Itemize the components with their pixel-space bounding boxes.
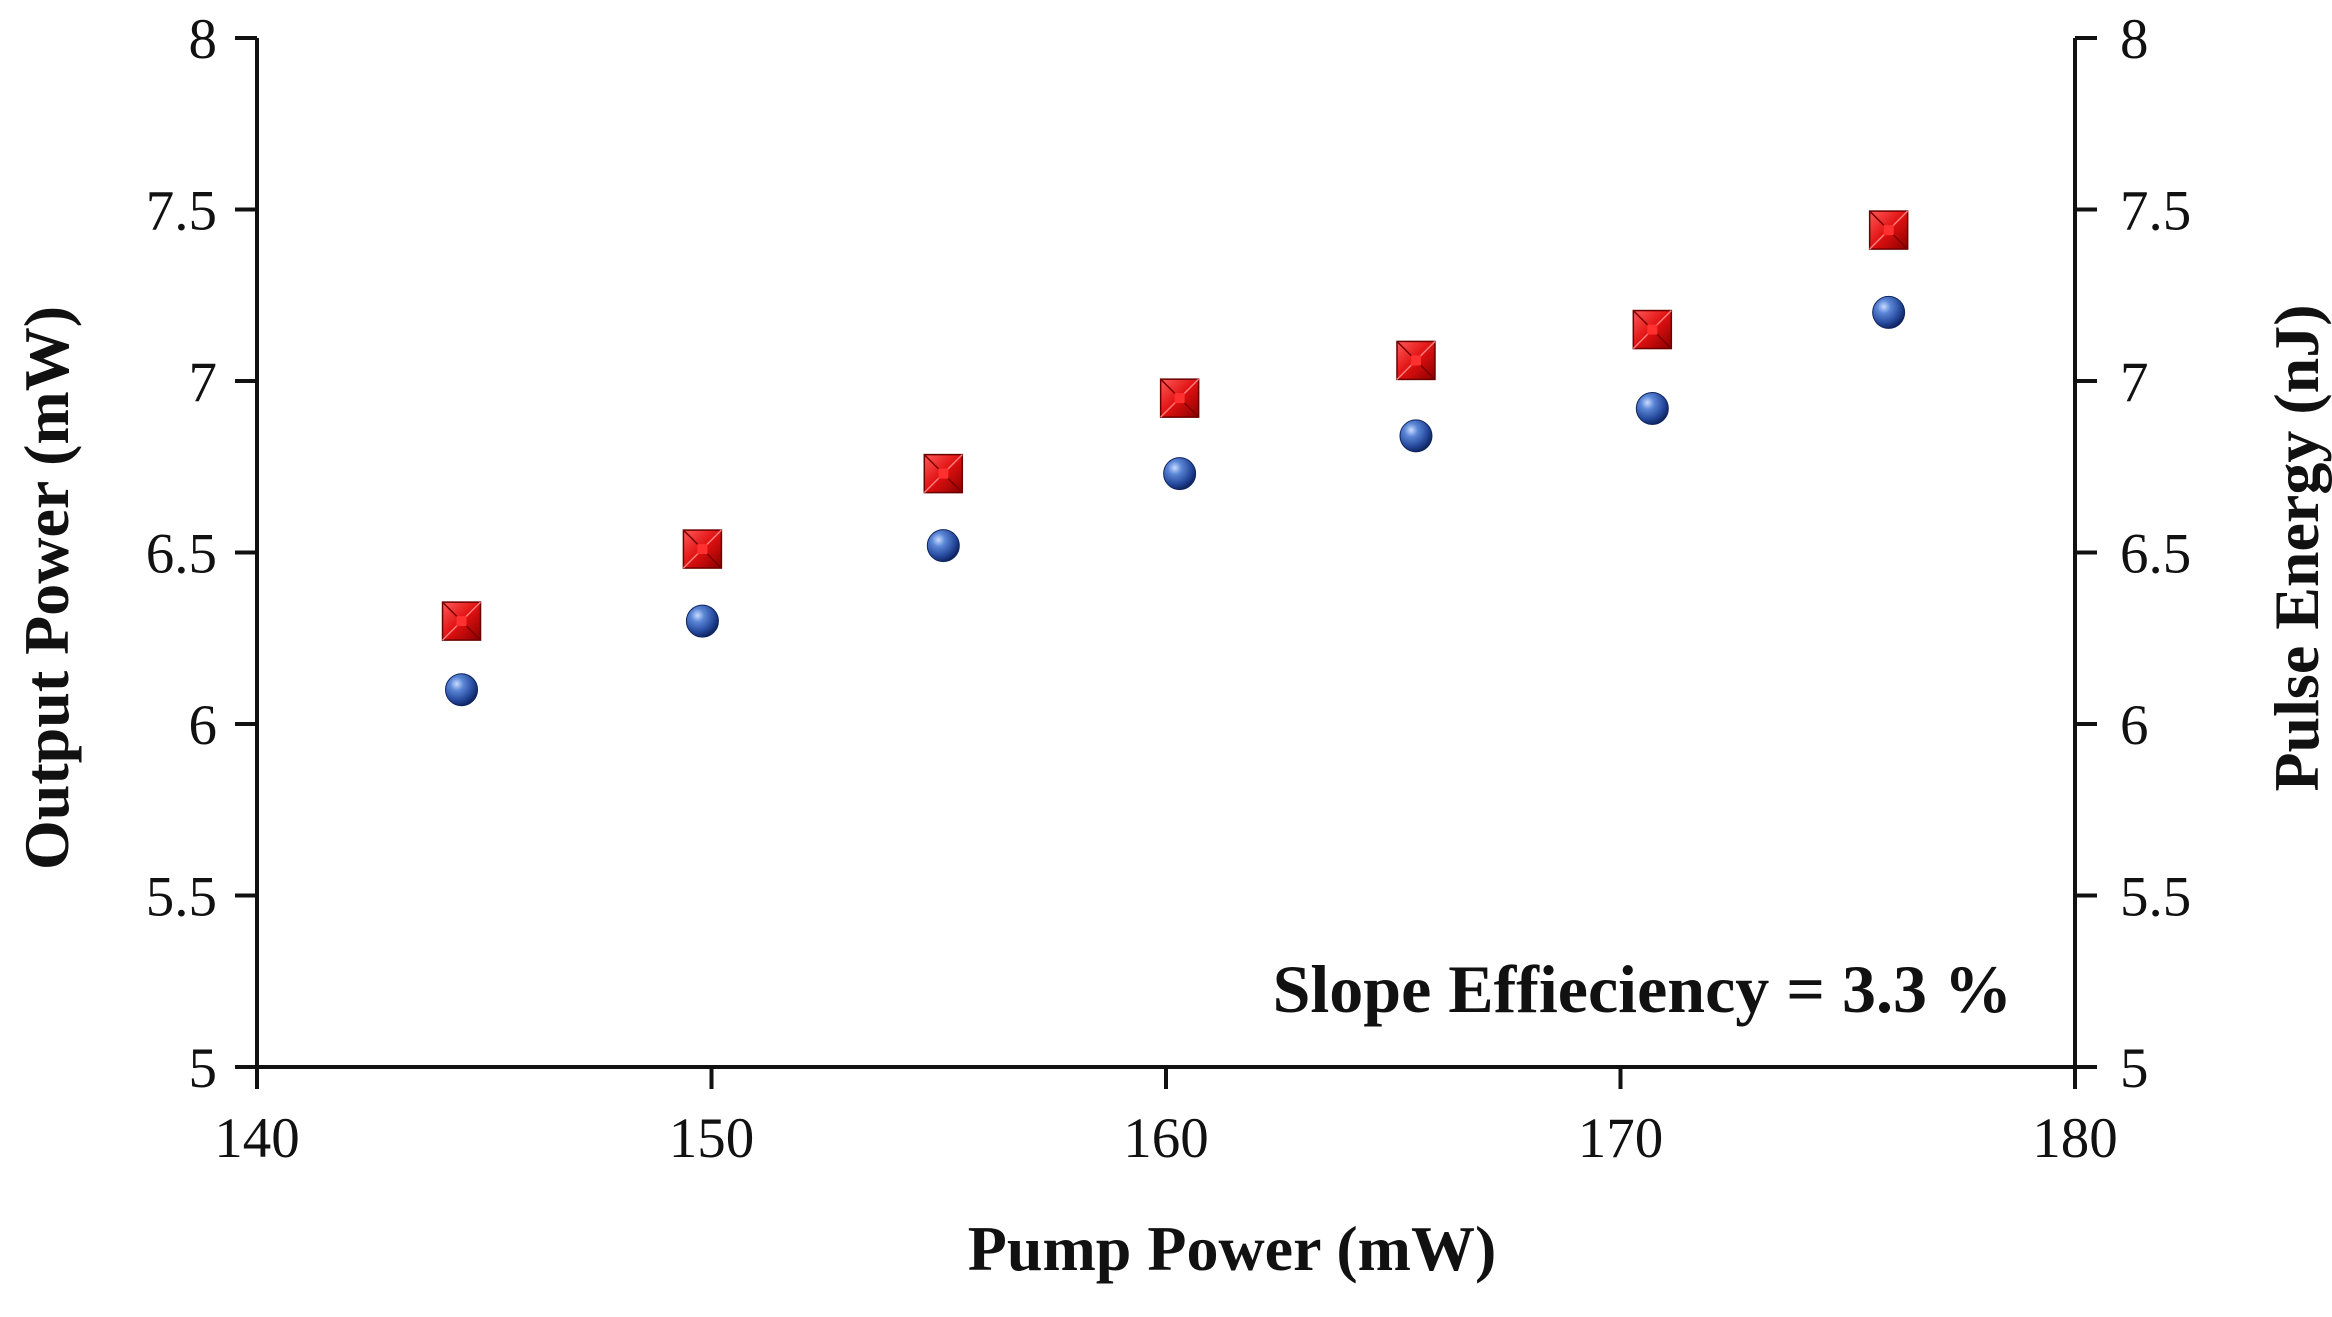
axes-layer bbox=[235, 38, 2097, 1069]
y2-tick-label: 5.5 bbox=[2120, 866, 2191, 929]
pulse-energy-point bbox=[1868, 210, 1909, 250]
output-power-point bbox=[445, 673, 479, 707]
y-tick-label: 6 bbox=[189, 694, 218, 757]
pulse-energy-apex bbox=[1647, 324, 1658, 335]
pulse-energy-point bbox=[1396, 340, 1436, 381]
x-tick-label: 160 bbox=[1123, 1107, 1209, 1170]
output-power-marker bbox=[1399, 419, 1433, 453]
x-tick-label: 180 bbox=[2032, 1107, 2118, 1170]
pulse-energy-apex bbox=[697, 544, 708, 555]
x-axis-title: Pump Power (mW) bbox=[968, 1213, 1497, 1284]
pulse-energy-apex bbox=[1883, 225, 1894, 236]
y-axis-title: Output Power (mW) bbox=[11, 306, 82, 870]
y2-tick-label: 6 bbox=[2120, 694, 2149, 757]
output-power-point bbox=[685, 604, 719, 638]
x-tick-label: 150 bbox=[669, 1107, 755, 1170]
y2-tick-label: 8 bbox=[2120, 8, 2149, 71]
pulse-energy-apex bbox=[456, 616, 467, 627]
y-tick-label: 7 bbox=[189, 351, 218, 414]
y2-axis-title: Pulse Energy (nJ) bbox=[2261, 304, 2332, 791]
pulse-energy-point bbox=[441, 601, 482, 641]
pulse-energy-apex bbox=[1410, 355, 1421, 366]
pulse-energy-point bbox=[1632, 309, 1673, 350]
x-tick-label: 170 bbox=[1578, 1107, 1664, 1170]
pulse-energy-point bbox=[923, 453, 964, 494]
y2-tick-label: 7 bbox=[2120, 351, 2149, 414]
x-tick-label: 140 bbox=[214, 1107, 300, 1170]
y-tick-label: 7.5 bbox=[146, 180, 217, 243]
y2-tick-label: 6.5 bbox=[2120, 523, 2191, 586]
output-power-point bbox=[1163, 457, 1197, 491]
slope-efficiency-annotation: Slope Effieciency = 3.3 % bbox=[1273, 951, 2012, 1027]
y-tick-label: 5 bbox=[189, 1037, 218, 1100]
output-power-marker bbox=[685, 604, 719, 638]
output-power-point bbox=[926, 529, 960, 563]
output-power-marker bbox=[1635, 391, 1669, 425]
output-power-point bbox=[1399, 419, 1433, 453]
y-tick-label: 5.5 bbox=[146, 866, 217, 929]
y-tick-label: 8 bbox=[189, 8, 218, 71]
pulse-energy-point bbox=[682, 529, 723, 569]
output-power-point bbox=[1635, 391, 1669, 425]
ticks-layer: 140 150 160 170 18055.566.577.5855.566.577.5… bbox=[146, 8, 2192, 1170]
output-power-marker bbox=[445, 673, 479, 707]
pulse-energy-point bbox=[1159, 378, 1200, 418]
y2-tick-label: 7.5 bbox=[2120, 180, 2191, 243]
pulse-energy-apex bbox=[938, 468, 949, 479]
y2-tick-label: 5 bbox=[2120, 1037, 2149, 1100]
y-tick-label: 6.5 bbox=[146, 523, 217, 586]
output-power-marker bbox=[1872, 295, 1906, 329]
output-power-marker bbox=[926, 529, 960, 563]
output-power-marker bbox=[1163, 457, 1197, 491]
pulse-energy-apex bbox=[1174, 393, 1185, 404]
output-power-point bbox=[1872, 295, 1906, 329]
marks-layer bbox=[441, 210, 1909, 707]
